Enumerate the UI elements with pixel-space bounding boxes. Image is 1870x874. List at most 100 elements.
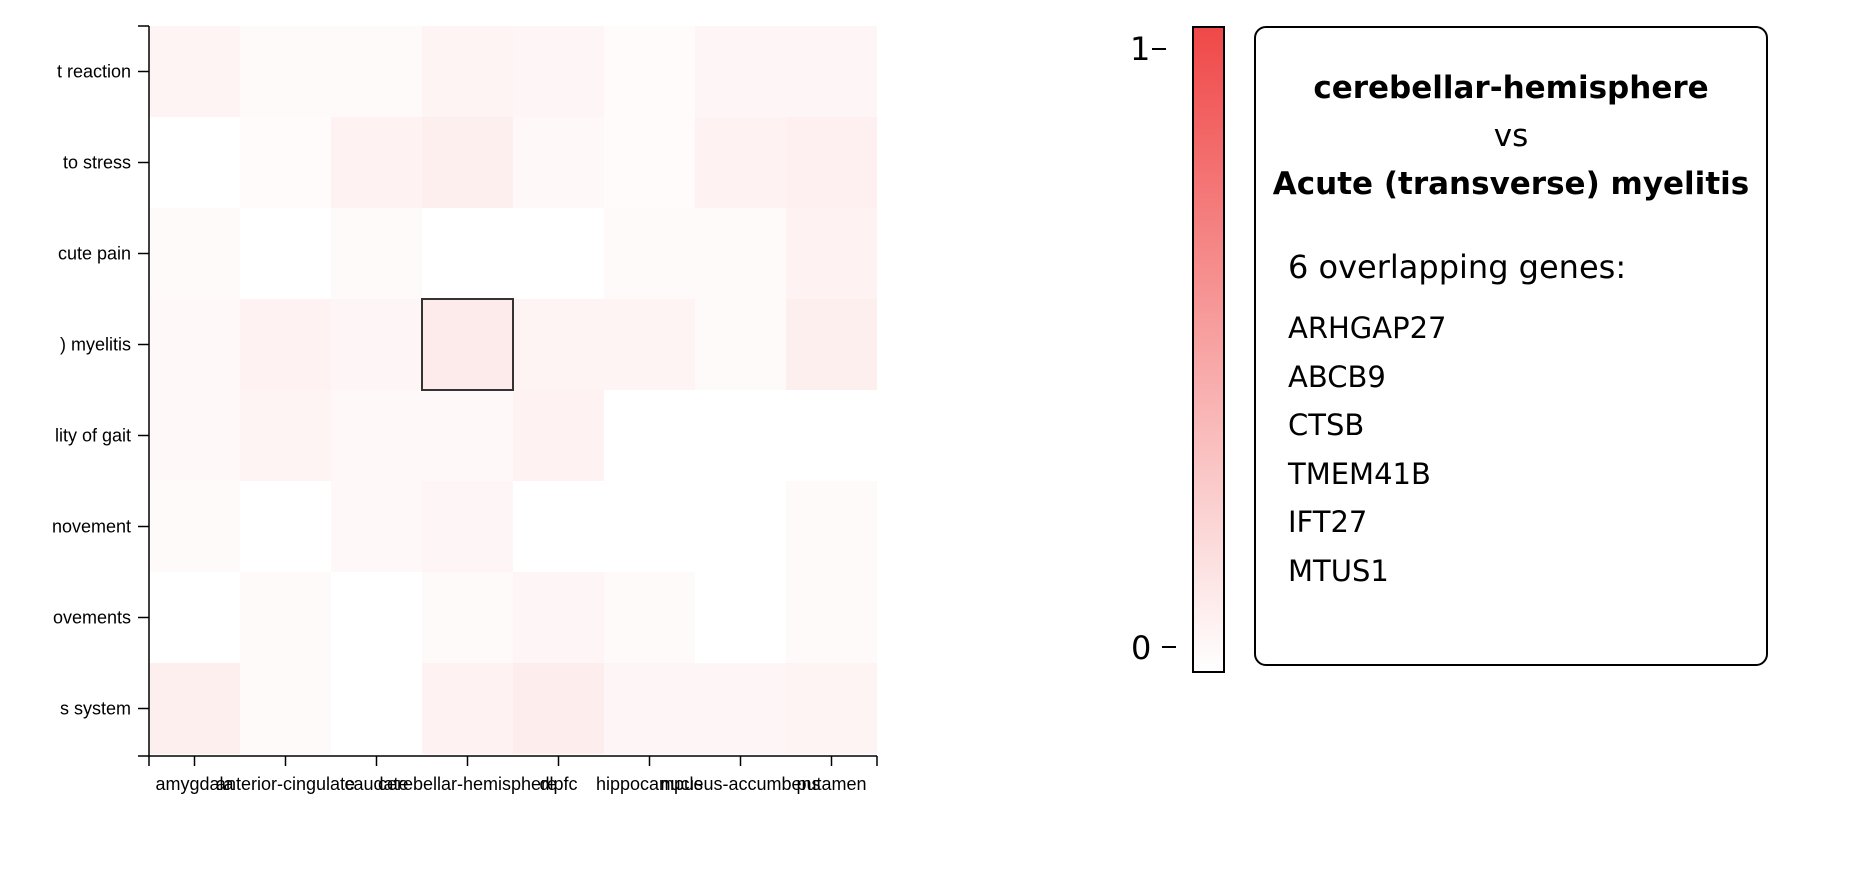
heatmap-cell — [331, 572, 422, 663]
y-tick-label: to stress — [63, 153, 131, 173]
heatmap-cell — [149, 663, 240, 754]
heatmap-cell — [513, 572, 604, 663]
heatmap-cell — [240, 663, 331, 754]
heatmap-cell — [422, 572, 513, 663]
heatmap-cell — [513, 390, 604, 481]
info-vs-label: vs — [1493, 118, 1529, 154]
heatmap-cell — [149, 299, 240, 390]
heatmap-cell — [331, 26, 422, 117]
heatmap-cell — [695, 299, 786, 390]
heatmap-cell — [513, 481, 604, 572]
heatmap-cell — [695, 26, 786, 117]
heatmap-cell — [695, 663, 786, 754]
heatmap-cell — [331, 208, 422, 299]
heatmap-cell — [240, 26, 331, 117]
heatmap-cell — [240, 208, 331, 299]
heatmap-axes: t reaction to stress cute pain ) myelitis li… — [52, 25, 878, 794]
heatmap-cell — [513, 208, 604, 299]
x-tick-label: cerebellar-hemisphere — [378, 774, 557, 794]
heatmap-cell — [331, 299, 422, 390]
gene-item: ARHGAP27 — [1288, 311, 1447, 345]
heatmap-cell — [695, 481, 786, 572]
gene-item: MTUS1 — [1288, 553, 1389, 588]
heatmap-cell — [422, 481, 513, 572]
heatmap-cell — [604, 390, 695, 481]
heatmap-cell — [604, 481, 695, 572]
heatmap-cell — [513, 26, 604, 117]
heatmap-cell — [149, 572, 240, 663]
x-tick-label: putamen — [796, 774, 866, 794]
colorbar-tick-label-0: 0 — [1131, 629, 1151, 667]
heatmap-cell — [331, 390, 422, 481]
heatmap-cell — [513, 299, 604, 390]
heatmap-cell — [786, 208, 877, 299]
gene-item: CTSB — [1288, 408, 1365, 442]
y-tick-label: t reaction — [57, 62, 131, 82]
info-tissue-title: cerebellar-hemisphere — [1313, 70, 1709, 106]
y-tick-label: ) myelitis — [60, 335, 131, 355]
x-tick-label: dlpfc — [539, 774, 577, 794]
heatmap-cell — [422, 208, 513, 299]
heatmap-cell — [149, 208, 240, 299]
heatmap-cell — [240, 117, 331, 208]
x-tick-label: anterior-cingulate — [216, 774, 355, 794]
heatmap-cell — [786, 26, 877, 117]
heatmap-cell — [786, 117, 877, 208]
heatmap-cell — [604, 26, 695, 117]
heatmap-cell — [786, 663, 877, 754]
heatmap-cell — [695, 117, 786, 208]
gene-item: TMEM41B — [1288, 456, 1431, 491]
info-phenotype-title: Acute (transverse) myelitis — [1272, 166, 1750, 202]
heatmap-cell — [695, 572, 786, 663]
heatmap-cell — [149, 26, 240, 117]
heatmap-cell — [513, 663, 604, 754]
overlap-info-panel: cerebellar-hemisphere vs Acute (transver… — [1254, 26, 1768, 666]
heatmap-cell — [786, 572, 877, 663]
y-tick-label: s system — [60, 699, 131, 719]
heatmap-cell — [240, 572, 331, 663]
y-tick-label: lity of gait — [55, 426, 131, 446]
heatmap-cell — [422, 663, 513, 754]
heatmap-cell — [422, 390, 513, 481]
heatmap-cell — [422, 26, 513, 117]
y-tick-label: novement — [52, 517, 131, 537]
colorbar-gradient — [1192, 26, 1225, 673]
heatmap-cell — [786, 390, 877, 481]
highlighted-cell — [421, 298, 514, 391]
heatmap-cell — [786, 481, 877, 572]
heatmap-cell — [422, 299, 513, 390]
heatmap-cell — [604, 117, 695, 208]
heatmap-cell — [331, 117, 422, 208]
heatmap-cell — [331, 663, 422, 754]
heatmap-cell — [422, 117, 513, 208]
heatmap-cell — [604, 663, 695, 754]
heatmap-cell — [240, 299, 331, 390]
gene-list: ARHGAP27 ABCB9 CTSB TMEM41B IFT27 MTUS1 — [1288, 304, 1766, 595]
heatmap-cell — [513, 117, 604, 208]
heatmap-cell — [604, 572, 695, 663]
x-tick-label: nucleus-accumbens — [660, 774, 820, 794]
colorbar: 1 0 — [1130, 26, 1225, 673]
overlap-count-label: 6 overlapping genes: — [1288, 248, 1627, 286]
heatmap-cells — [149, 26, 877, 754]
heatmap-cell — [149, 481, 240, 572]
heatmap-cell — [604, 299, 695, 390]
colorbar-tick-label-1: 1 — [1130, 30, 1150, 68]
x-tick-label: hippocampus — [596, 774, 703, 794]
gene-item: ABCB9 — [1288, 359, 1386, 394]
heatmap-cell — [331, 481, 422, 572]
heatmap-cell — [240, 481, 331, 572]
heatmap-cell — [149, 390, 240, 481]
x-tick-label: caudate — [344, 774, 408, 794]
heatmap-cell — [604, 208, 695, 299]
heatmap-cell — [240, 390, 331, 481]
x-tick-label: amygdala — [155, 774, 234, 794]
heatmap-cell — [695, 208, 786, 299]
heatmap-cell — [786, 299, 877, 390]
heatmap-cell — [149, 117, 240, 208]
y-tick-label: cute pain — [58, 244, 131, 264]
y-tick-label: ovements — [53, 608, 131, 628]
heatmap-cell — [695, 390, 786, 481]
gene-item: IFT27 — [1288, 505, 1368, 539]
